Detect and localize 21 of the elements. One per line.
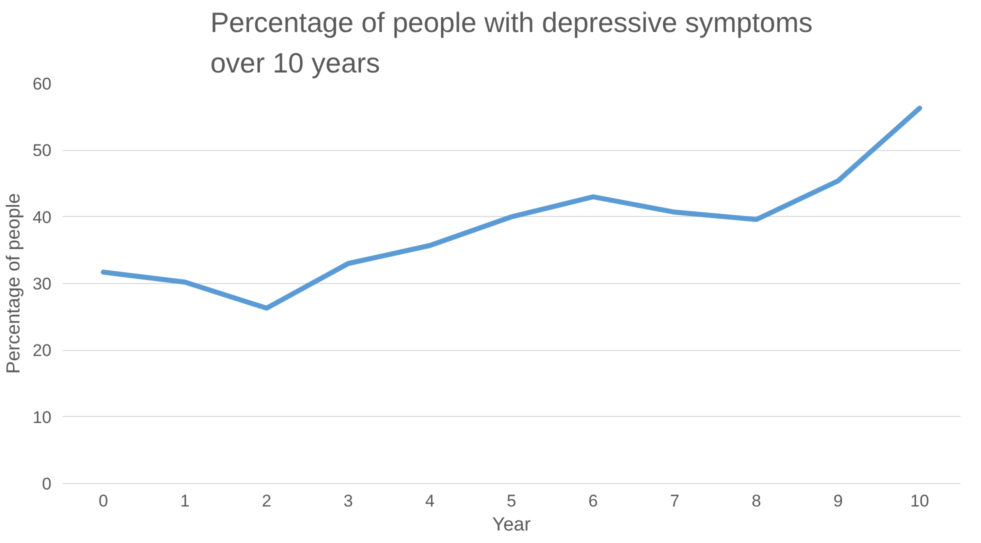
x-axis-title: Year	[492, 514, 532, 536]
x-tick-label: 8	[752, 492, 762, 510]
y-tick-label: 50	[32, 141, 52, 160]
y-tick-label: 10	[32, 408, 52, 427]
x-tick-label: 5	[506, 492, 516, 510]
chart-title: Percentage of people with depressive symptoms over 10 years	[210, 7, 813, 78]
y-tick-label: 40	[32, 208, 52, 227]
x-tick-label: 2	[262, 492, 272, 510]
y-tick-label: 30	[32, 274, 52, 294]
y-axis-title: Percentage of people	[4, 193, 25, 374]
y-tick-label: 60	[32, 74, 52, 94]
x-tick-label: 4	[425, 492, 435, 510]
y-tick-label: 20	[32, 341, 52, 360]
x-tick-label: 9	[833, 492, 843, 510]
x-tick-label: 6	[588, 492, 598, 510]
x-tick-label: 3	[344, 492, 353, 510]
x-tick-label: 7	[670, 492, 680, 510]
y-tick-label: 0	[42, 474, 52, 494]
x-tick-label: 1	[180, 492, 190, 510]
x-tick-label: 10	[910, 492, 930, 510]
x-tick-label: 0	[98, 492, 108, 510]
